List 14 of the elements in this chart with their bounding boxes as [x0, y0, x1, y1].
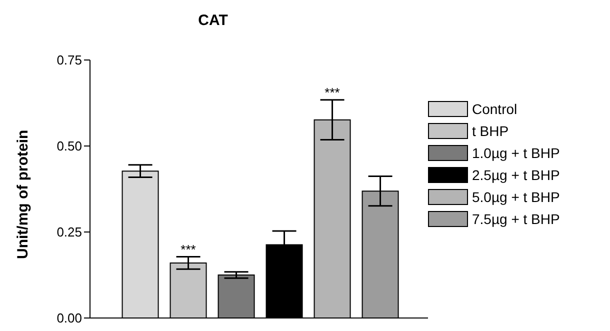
- legend-label: 1.0µg + t BHP: [472, 145, 560, 161]
- legend-label: 2.5µg + t BHP: [472, 167, 560, 183]
- y-tick-label: 0.25: [56, 224, 82, 240]
- legend-label: t BHP: [472, 123, 509, 139]
- y-tick-label: 0.75: [56, 52, 82, 68]
- chart-title: CAT: [197, 12, 229, 29]
- legend-label: 5.0µg + t BHP: [472, 189, 560, 205]
- y-tick-label: 0.00: [56, 310, 82, 326]
- legend-label: Control: [472, 101, 518, 117]
- data-label: ***: [324, 84, 340, 100]
- legend-label: 7.5µg + t BHP: [472, 211, 560, 227]
- data-label: ***: [180, 242, 196, 257]
- y-axis-title: Unit/mg of protein: [14, 130, 32, 259]
- y-tick-label: 0.50: [56, 138, 82, 154]
